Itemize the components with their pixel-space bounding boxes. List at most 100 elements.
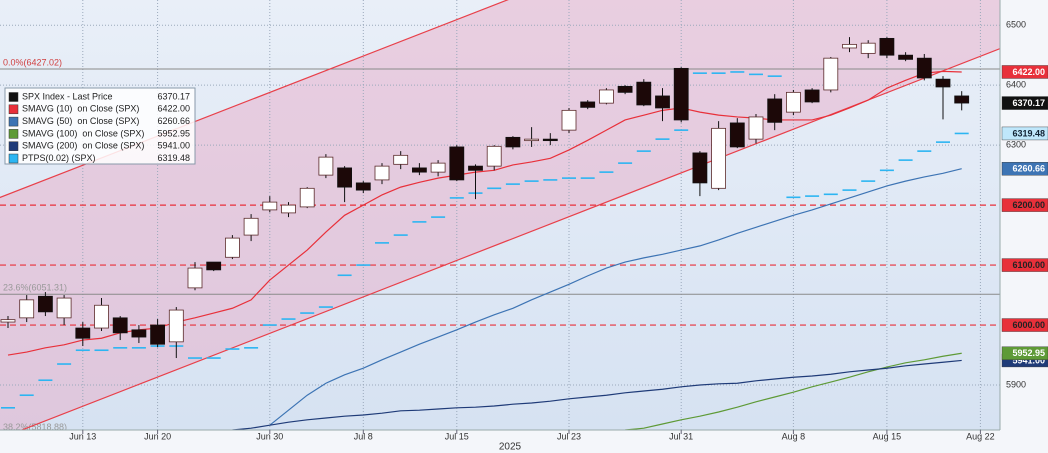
legend-swatch xyxy=(8,116,19,127)
candle-body xyxy=(0,319,16,323)
candle-body xyxy=(954,95,970,104)
candle-body xyxy=(692,152,708,184)
candle-body xyxy=(842,43,857,49)
x-tick-label: Jul 23 xyxy=(557,431,581,441)
y-tick-label: 6500 xyxy=(1006,20,1026,30)
candle-body xyxy=(486,145,502,167)
value-badge-label: 6260.66 xyxy=(1012,164,1045,174)
candle-body xyxy=(804,89,820,103)
candle-body xyxy=(281,204,296,214)
value-badge xyxy=(1001,96,1048,110)
candle-body xyxy=(411,167,427,173)
value-badge xyxy=(1001,65,1048,79)
candle-body xyxy=(468,165,483,171)
candle-body xyxy=(299,187,315,208)
candle-body xyxy=(38,295,53,313)
candle-body xyxy=(374,165,390,181)
x-tick-label: Aug 22 xyxy=(966,431,995,441)
plot-area: 0.0%(6427.02) 23.6%(6051.31) 38.2%(5818.88… xyxy=(0,0,1000,430)
candle-body xyxy=(94,304,109,329)
candle-body xyxy=(860,42,876,54)
legend-label: SMAVG (100) on Close (SPX) xyxy=(22,128,144,138)
x-axis-label: 2025 xyxy=(499,442,522,453)
value-badge xyxy=(1001,162,1048,176)
legend-value: 5941.00 xyxy=(157,141,190,151)
value-badge-label: 6100.00 xyxy=(1012,260,1045,270)
y-tick-label: 6300 xyxy=(1006,140,1026,150)
candle-body xyxy=(355,182,371,191)
value-badge-label: 6200.00 xyxy=(1012,200,1045,210)
candle-body xyxy=(449,146,465,181)
value-badge xyxy=(1001,258,1048,272)
ma-line xyxy=(232,359,962,430)
ma-line xyxy=(269,168,962,426)
candle-body xyxy=(748,116,764,140)
x-tick-label: Aug 8 xyxy=(782,431,806,441)
candle-body xyxy=(561,109,577,131)
candle-body xyxy=(729,122,745,148)
x-tick-label: Jul 8 xyxy=(354,431,373,441)
candle-body xyxy=(767,98,783,123)
legend-label: SPX Index - Last Price xyxy=(22,91,113,101)
legend-swatch xyxy=(8,129,19,139)
candle-body xyxy=(524,138,539,142)
candle-body xyxy=(337,167,353,188)
value-badge xyxy=(1001,198,1048,212)
candle-body xyxy=(19,299,35,319)
x-tick-label: Jul 15 xyxy=(445,431,469,441)
candle-body xyxy=(599,89,614,104)
candle-body xyxy=(786,91,801,113)
value-badge-label: 6370.17 xyxy=(1012,98,1045,108)
legend-label: PTPS(0.02) (SPX) xyxy=(22,153,96,163)
value-badge xyxy=(1001,318,1048,332)
candle-body xyxy=(617,85,633,93)
legend-swatch xyxy=(8,104,19,115)
candle-body xyxy=(673,67,689,121)
channel-fill xyxy=(0,0,1000,430)
x-tick-label: Jun 13 xyxy=(69,431,96,441)
overlay: SPX Index - Last Price 6370.17 SMAVG (10) … xyxy=(4,65,1048,368)
candle-body xyxy=(131,329,147,338)
candle-body xyxy=(711,127,726,189)
value-badge-label: 6000.00 xyxy=(1012,320,1045,330)
value-badge xyxy=(1001,126,1048,141)
legend-label: SMAVG (50) on Close (SPX) xyxy=(22,116,139,126)
y-tick-label: 6400 xyxy=(1006,80,1026,90)
candle-body xyxy=(224,237,240,258)
value-badge-label: 5952.95 xyxy=(1012,348,1045,358)
x-tick-label: Jun 20 xyxy=(144,431,171,441)
candle-body xyxy=(430,162,446,173)
candle-body xyxy=(318,156,334,176)
candle-body xyxy=(655,95,670,109)
value-badge-label: 6422.00 xyxy=(1012,67,1045,77)
candle-body xyxy=(393,154,409,165)
ma-line xyxy=(7,70,962,356)
legend-swatch xyxy=(8,92,19,102)
candle-body xyxy=(916,57,932,79)
candle-body xyxy=(580,101,596,108)
candle-body xyxy=(112,317,128,334)
legend-box xyxy=(4,87,196,165)
fib-label: 0.0%(6427.02) xyxy=(3,57,62,67)
candle-body xyxy=(636,81,652,106)
value-badge xyxy=(1001,346,1048,360)
candle-body xyxy=(823,57,839,91)
legend-swatch xyxy=(8,153,19,164)
axis-background xyxy=(0,430,1000,453)
ma-line xyxy=(625,352,962,430)
candle-body xyxy=(56,297,72,319)
candle-body xyxy=(505,136,521,148)
candle-body xyxy=(187,267,203,289)
value-badge-label: 6319.48 xyxy=(1012,128,1045,138)
x-tick-label: Aug 15 xyxy=(873,431,902,441)
legend-value: 6319.48 xyxy=(157,153,190,163)
legend-value: 5952.95 xyxy=(157,128,190,138)
candle-body xyxy=(75,327,91,339)
candle-body xyxy=(879,37,895,56)
legend-value: 6260.66 xyxy=(157,116,190,126)
legend-value: 6370.17 xyxy=(157,91,190,101)
x-tick-label: Jun 30 xyxy=(256,431,283,441)
candle-body xyxy=(898,54,913,60)
legend-label: SMAVG (200) on Close (SPX) xyxy=(22,141,144,151)
